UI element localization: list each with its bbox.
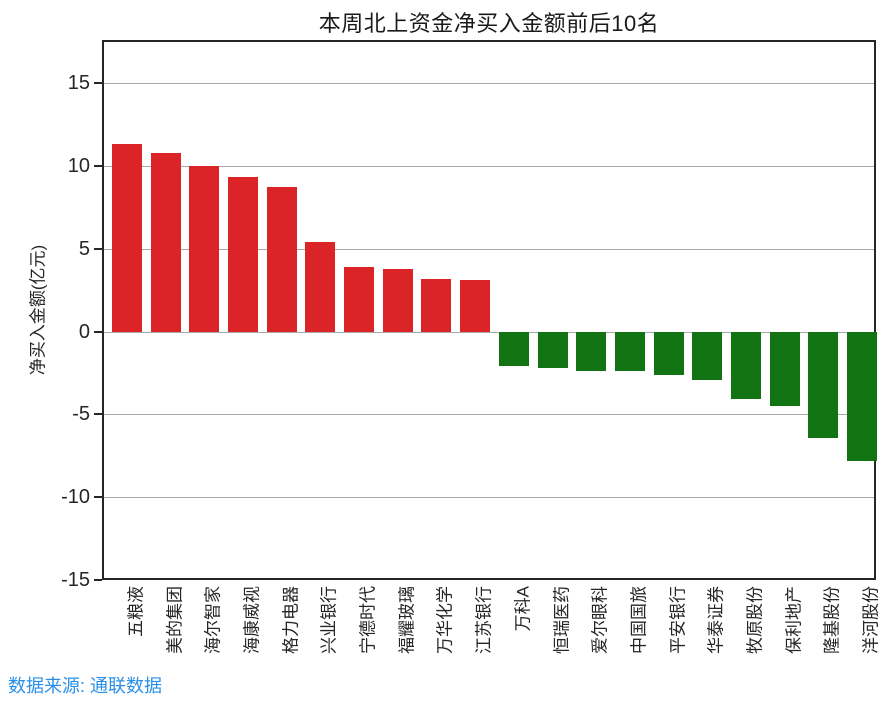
bar-洋河股份 [846,331,877,461]
x-tick-label-洋河股份: 洋河股份 [861,586,881,654]
gridline-y-10 [104,165,874,167]
x-tick-label-爱尔眼科: 爱尔眼科 [590,586,610,654]
x-tick-label-兴业银行: 兴业银行 [319,586,339,654]
x-tick-label-保利地产: 保利地产 [784,586,804,654]
chart-title: 本周北上资金净买入金额前后10名 [318,11,660,36]
x-tick-label-格力电器: 格力电器 [281,586,301,654]
x-tick-label-万华化学: 万华化学 [435,586,455,654]
x-tick-label-隆基股份: 隆基股份 [822,586,842,654]
x-tick-label-海尔智家: 海尔智家 [203,586,223,654]
bar-江苏银行 [460,280,491,332]
y-tick-mark-0 [94,330,102,333]
x-tick-label-宁德时代: 宁德时代 [358,586,378,654]
bar-中国国旅 [614,331,645,372]
y-tick-label-0: 0 [78,320,90,343]
y-tick-mark-5 [94,247,102,250]
x-tick-label-江苏银行: 江苏银行 [474,586,494,654]
y-tick-label--15: -15 [61,569,90,591]
gridline-y-0 [104,331,874,333]
bar-平安银行 [653,331,684,375]
x-tick-label-万科A: 万科A [513,586,533,632]
x-tick-label-五粮液: 五粮液 [126,586,146,637]
bar-海尔智家 [189,165,220,332]
plot-area [102,40,877,580]
bar-万华化学 [421,278,452,332]
y-tick-mark--15 [94,579,102,581]
y-tick-label-15: 15 [67,72,90,95]
bar-美的集团 [150,152,181,332]
bar-五粮液 [112,144,142,332]
bar-福耀玻璃 [382,268,413,332]
x-tick-label-美的集团: 美的集团 [165,586,185,654]
x-tick-label-华泰证券: 华泰证券 [706,586,726,654]
data-source-note: 数据来源: 通联数据 [8,676,163,696]
y-tick-label--10: -10 [61,486,90,509]
bar-保利地产 [769,331,800,407]
y-tick-mark-10 [94,164,102,167]
bar-海康威视 [228,177,259,332]
gridline-y-5 [104,248,874,250]
bar-宁德时代 [344,266,375,332]
y-tick-mark--5 [94,413,102,416]
y-tick-label-10: 10 [67,154,90,177]
bar-隆基股份 [808,331,839,438]
gridline-y--10 [104,497,874,499]
bar-兴业银行 [305,242,336,332]
x-tick-label-中国国旅: 中国国旅 [629,586,649,654]
bar-爱尔眼科 [576,331,607,372]
gridline-y-15 [104,83,874,85]
x-tick-label-海康威视: 海康威视 [242,586,262,654]
bar-恒瑞医药 [537,331,568,368]
x-tick-label-牧原股份: 牧原股份 [745,586,765,654]
gridline-y--5 [104,414,874,416]
x-tick-label-恒瑞医药: 恒瑞医药 [552,586,572,654]
y-tick-label--5: -5 [72,403,90,426]
bar-华泰证券 [692,331,723,380]
y-tick-mark-15 [94,82,102,85]
y-axis-label: 净买入金额(亿元) [28,244,48,376]
bar-牧原股份 [730,331,761,400]
x-tick-label-福耀玻璃: 福耀玻璃 [397,586,417,654]
y-tick-mark--10 [94,496,102,499]
bar-万科A [498,331,529,367]
bar-格力电器 [266,187,297,332]
x-tick-label-平安银行: 平安银行 [668,586,688,654]
y-tick-label-5: 5 [78,237,90,260]
